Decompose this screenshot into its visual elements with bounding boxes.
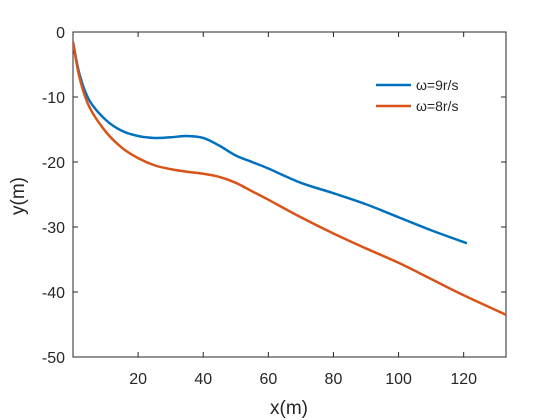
x-tick-label: 100 — [385, 371, 412, 388]
plot-area — [72, 31, 507, 358]
series-line-1 — [73, 41, 468, 245]
series-line-2 — [73, 41, 506, 316]
y-tick-label: 0 — [56, 25, 65, 42]
x-tick-label: 40 — [194, 371, 212, 388]
plot-frame — [72, 31, 507, 358]
y-tick-label: -50 — [42, 350, 65, 367]
y-tick-label: -10 — [42, 90, 65, 107]
legend: ω=9r/s ω=8r/s — [376, 77, 458, 114]
x-tick-label: 20 — [129, 371, 147, 388]
x-tick-label: 120 — [450, 371, 477, 388]
legend-label-2: ω=8r/s — [416, 98, 458, 114]
axis-ticks: 20 40 60 80 100 120 0 -10 -20 -30 -40 -50 — [42, 25, 506, 388]
series-lines — [73, 41, 506, 316]
y-tick-label: -30 — [42, 220, 65, 237]
x-axis-label: x(m) — [270, 398, 308, 419]
x-tick-label: 80 — [325, 371, 343, 388]
y-tick-label: -40 — [42, 285, 65, 302]
x-tick-label: 60 — [259, 371, 277, 388]
y-tick-label: -20 — [42, 155, 65, 172]
legend-label-1: ω=9r/s — [416, 77, 458, 93]
y-axis-label: y(m) — [8, 177, 29, 215]
